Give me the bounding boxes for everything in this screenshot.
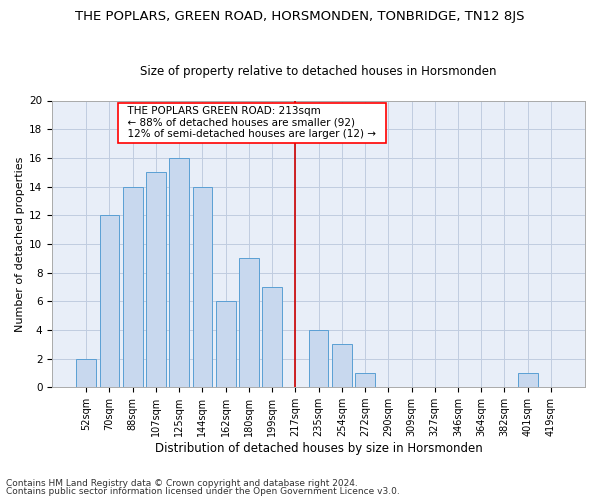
Bar xyxy=(518,373,538,387)
Bar xyxy=(216,301,236,387)
Bar xyxy=(146,172,166,387)
Bar xyxy=(262,287,282,387)
Bar xyxy=(332,344,352,387)
Title: Size of property relative to detached houses in Horsmonden: Size of property relative to detached ho… xyxy=(140,66,497,78)
Bar xyxy=(239,258,259,387)
Bar xyxy=(308,330,328,387)
Text: THE POPLARS, GREEN ROAD, HORSMONDEN, TONBRIDGE, TN12 8JS: THE POPLARS, GREEN ROAD, HORSMONDEN, TON… xyxy=(75,10,525,23)
Bar xyxy=(100,215,119,387)
Bar xyxy=(355,373,375,387)
Y-axis label: Number of detached properties: Number of detached properties xyxy=(15,156,25,332)
Bar xyxy=(193,186,212,387)
Bar xyxy=(169,158,189,387)
Text: THE POPLARS GREEN ROAD: 213sqm  
  ← 88% of detached houses are smaller (92)  
 : THE POPLARS GREEN ROAD: 213sqm ← 88% of … xyxy=(121,106,383,140)
Text: Contains HM Land Registry data © Crown copyright and database right 2024.: Contains HM Land Registry data © Crown c… xyxy=(6,478,358,488)
X-axis label: Distribution of detached houses by size in Horsmonden: Distribution of detached houses by size … xyxy=(155,442,482,455)
Bar xyxy=(123,186,143,387)
Bar xyxy=(76,358,96,387)
Text: Contains public sector information licensed under the Open Government Licence v3: Contains public sector information licen… xyxy=(6,487,400,496)
